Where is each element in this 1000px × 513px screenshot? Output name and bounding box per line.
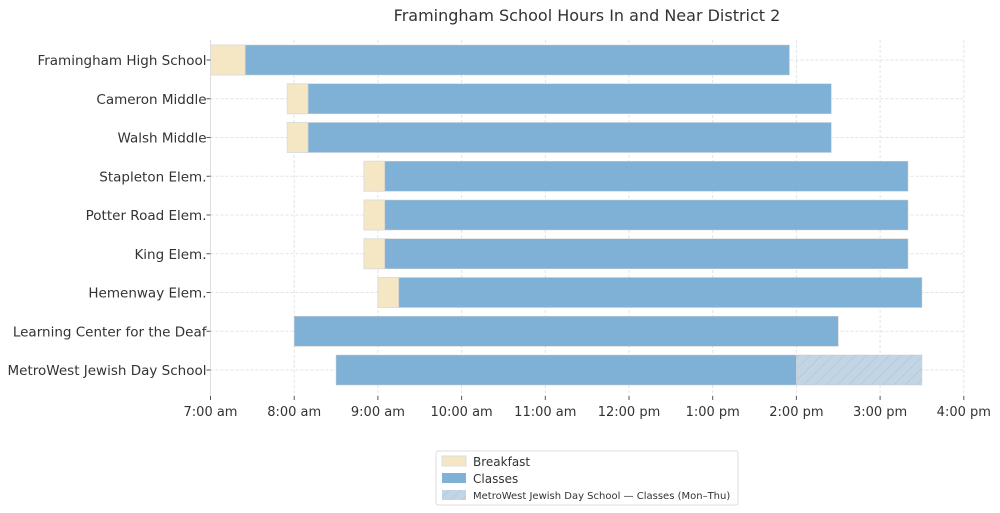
bar-classes bbox=[384, 161, 909, 192]
chart-title: Framingham School Hours In and Near Dist… bbox=[394, 6, 781, 25]
bar-classes bbox=[245, 44, 790, 76]
y-tick-label: Cameron Middle bbox=[96, 92, 206, 108]
y-tick-label: Stapleton Elem. bbox=[99, 169, 206, 185]
bar-breakfast bbox=[286, 122, 309, 153]
bar-classes-mon-thu bbox=[796, 354, 923, 386]
bar-classes bbox=[384, 199, 909, 231]
bar-breakfast bbox=[363, 238, 386, 270]
bar-breakfast bbox=[377, 277, 400, 308]
x-tick-label: 4:00 pm bbox=[937, 405, 991, 420]
y-tick-label: Walsh Middle bbox=[118, 131, 207, 147]
bar-classes bbox=[398, 277, 923, 308]
bar-classes bbox=[307, 122, 832, 153]
bar-breakfast bbox=[210, 44, 246, 76]
legend-swatch-mon-thu bbox=[442, 490, 466, 500]
bar-classes bbox=[307, 83, 832, 114]
x-tick-label: 2:00 pm bbox=[769, 405, 823, 420]
x-tick-label: 12:00 pm bbox=[598, 405, 661, 420]
y-tick-label: King Elem. bbox=[134, 247, 206, 263]
legend-label-breakfast: Breakfast bbox=[473, 455, 530, 469]
x-tick-label: 1:00 pm bbox=[686, 405, 740, 420]
y-tick-label: Learning Center for the Deaf bbox=[13, 324, 208, 340]
legend: Breakfast Classes MetroWest Jewish Day S… bbox=[435, 450, 739, 506]
legend-label-mon-thu: MetroWest Jewish Day School — Classes (M… bbox=[473, 491, 730, 502]
x-tick-label: 8:00 am bbox=[267, 405, 321, 420]
legend-box bbox=[435, 450, 739, 506]
legend-swatch-classes bbox=[442, 473, 466, 483]
bar-classes bbox=[335, 354, 797, 386]
y-tick-label: MetroWest Jewish Day School bbox=[8, 363, 207, 379]
legend-label-classes: Classes bbox=[473, 472, 518, 486]
bar-classes bbox=[293, 316, 839, 347]
y-tick-label: Hemenway Elem. bbox=[88, 286, 206, 302]
x-tick-label: 7:00 am bbox=[184, 405, 238, 420]
x-tick-label: 9:00 am bbox=[351, 405, 405, 420]
legend-swatch-breakfast bbox=[441, 455, 467, 467]
bar-breakfast bbox=[363, 160, 386, 192]
x-tick-label: 3:00 pm bbox=[853, 405, 907, 420]
bar-breakfast bbox=[363, 199, 386, 231]
y-tick-label: Potter Road Elem. bbox=[86, 208, 207, 224]
bar-classes bbox=[384, 238, 909, 269]
y-tick-label: Framingham High School bbox=[37, 53, 206, 69]
x-tick-label: 11:00 am bbox=[514, 405, 576, 420]
x-tick-label: 10:00 am bbox=[430, 405, 492, 420]
bar-breakfast bbox=[286, 83, 309, 115]
